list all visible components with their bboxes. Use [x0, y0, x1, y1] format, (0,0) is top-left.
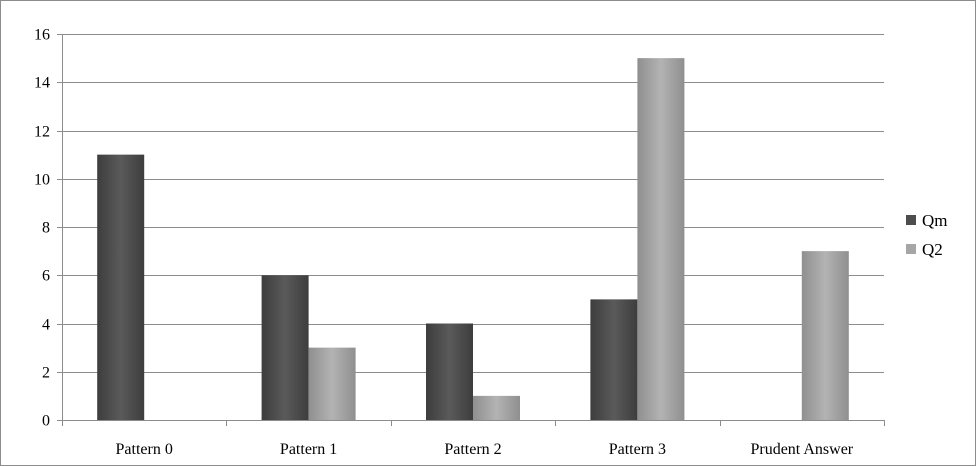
legend-label-qm: Qm	[922, 211, 948, 230]
y-tick-label: 2	[42, 365, 50, 382]
legend: Qm Q2	[906, 211, 948, 259]
x-tick-label: Pattern 2	[444, 441, 501, 458]
bar-q2-prudent-answer	[801, 251, 849, 420]
bar-q2-pattern-3	[637, 58, 685, 420]
bar-qm-pattern-0	[97, 154, 145, 420]
bar-q2-pattern-2	[473, 395, 520, 420]
bar-qm-pattern-1	[261, 275, 309, 420]
y-tick-labels: 0 2 4 6 8 10 12 14 16	[34, 27, 50, 430]
y-tick-label: 14	[34, 75, 50, 92]
bars	[97, 58, 849, 420]
y-tick-label: 8	[42, 220, 50, 237]
x-tick-labels: Pattern 0 Pattern 1 Pattern 2 Pattern 3 Prud…	[116, 441, 854, 458]
axes	[57, 34, 885, 426]
gridlines	[62, 34, 884, 373]
y-tick-label: 4	[42, 317, 50, 334]
bar-qm-pattern-3	[590, 299, 638, 420]
y-tick-label: 10	[34, 172, 50, 189]
bar-q2-pattern-1	[308, 347, 356, 420]
x-tick-label: Prudent Answer	[750, 441, 853, 458]
x-tick-label: Pattern 3	[609, 441, 666, 458]
x-tick-label: Pattern 0	[116, 441, 173, 458]
y-tick-label: 16	[34, 27, 50, 44]
y-tick-label: 0	[42, 413, 50, 430]
bar-qm-pattern-2	[426, 323, 473, 420]
y-tick-label: 12	[34, 124, 50, 141]
legend-swatch-q2	[906, 244, 916, 254]
legend-label-q2: Q2	[922, 240, 943, 259]
legend-swatch-qm	[906, 215, 916, 225]
x-tick-label: Pattern 1	[280, 441, 337, 458]
y-tick-label: 6	[42, 268, 50, 285]
